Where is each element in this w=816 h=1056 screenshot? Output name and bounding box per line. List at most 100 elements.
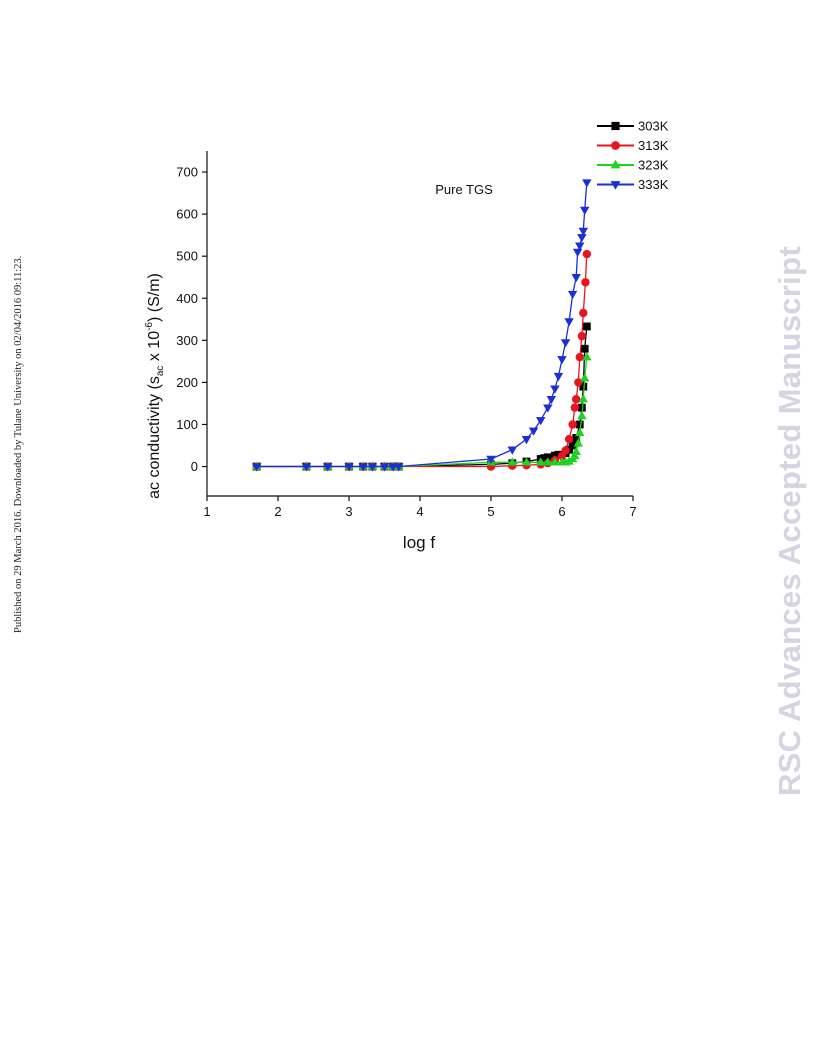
data-point-333K	[553, 372, 564, 382]
publication-side-note: Published on 29 March 2016. Downloaded b…	[13, 255, 24, 633]
axis-ticks: 1 2 3 4 5 6 7 0 100 200 300 400 500 600 700	[176, 165, 636, 519]
data-point-333K	[528, 427, 539, 436]
x-tick-label: 3	[345, 504, 352, 519]
data-point-303K	[580, 344, 589, 353]
x-tick-label: 6	[558, 504, 565, 519]
data-point-333K	[543, 404, 553, 413]
data-point-333K	[575, 242, 585, 251]
data-point-323K	[575, 427, 585, 437]
series-line-333K	[256, 182, 588, 468]
legend-entry-313K: 313K	[597, 138, 669, 153]
data-point-323K	[550, 457, 560, 466]
y-axis-title: ac conductivity (sac x 10-6) (S/m)	[144, 273, 166, 499]
conductivity-chart: 1 2 3 4 5 6 7 0 100 200 300 400 500 600 700 Pure TGS l…	[144, 119, 669, 553]
data-point-333K	[571, 274, 581, 283]
y-tick-label: 500	[176, 249, 198, 264]
x-tick-label: 7	[629, 504, 636, 519]
y-axis-title-sup: -6	[144, 322, 155, 331]
series-line-303K	[256, 326, 588, 468]
x-tick-label: 1	[203, 504, 210, 519]
data-point-323K	[571, 446, 581, 456]
data-point-313K	[564, 435, 574, 444]
plot-area: 1 2 3 4 5 6 7 0 100 200 300 400 500 600 700	[176, 151, 637, 519]
legend-label: 333K	[638, 177, 669, 192]
data-point-323K	[573, 438, 584, 447]
data-point-333K	[560, 339, 571, 348]
data-point-313K	[561, 446, 570, 455]
chart-annotation: Pure TGS	[435, 182, 493, 197]
series-group	[251, 179, 592, 472]
legend-label: 313K	[638, 138, 669, 153]
x-tick-label: 4	[416, 504, 423, 519]
data-point-333K	[379, 463, 390, 472]
x-tick-label: 5	[487, 504, 494, 519]
y-tick-label: 0	[191, 459, 198, 474]
data-point-313K	[572, 395, 581, 404]
y-tick-label: 100	[176, 417, 198, 432]
data-point-333K	[322, 463, 333, 472]
data-point-333K	[557, 356, 567, 365]
data-point-313K	[575, 352, 584, 362]
y-axis-title-mid: x 10	[146, 331, 163, 366]
data-point-323K	[577, 411, 587, 420]
data-point-333K	[572, 248, 583, 257]
data-point-333K	[507, 446, 518, 455]
data-point-313K	[577, 331, 587, 341]
data-point-333K	[344, 463, 354, 472]
data-point-333K	[251, 463, 262, 472]
chart-panel: 1 2 3 4 5 6 7 0 100 200 300 400 500 600 700 Pure TGS l…	[96, 100, 720, 580]
data-point-313K	[568, 420, 577, 429]
data-point-323K	[582, 352, 592, 361]
data-point-333K	[564, 318, 574, 327]
data-point-333K	[358, 463, 368, 472]
y-axis-title-end: ) (S/m)	[146, 273, 163, 322]
y-tick-label: 200	[176, 375, 198, 390]
data-point-333K	[367, 463, 378, 472]
data-point-333K	[521, 436, 532, 445]
data-point-333K	[578, 227, 589, 236]
data-point-333K	[486, 455, 496, 464]
series-313K	[252, 249, 592, 471]
data-point-333K	[580, 206, 590, 215]
series-303K	[252, 322, 591, 471]
legend: 303K 313K 323K 333K	[597, 119, 669, 192]
series-323K	[251, 352, 592, 470]
data-point-323K	[578, 394, 589, 403]
data-point-333K	[535, 417, 546, 426]
data-point-323K	[507, 457, 518, 466]
data-point-333K	[301, 463, 312, 472]
legend-entry-333K: 333K	[597, 177, 669, 192]
legend-marker	[610, 159, 621, 169]
legend-marker	[611, 141, 620, 150]
legend-label: 303K	[638, 119, 669, 134]
data-point-333K	[567, 290, 578, 300]
legend-label: 323K	[638, 158, 669, 173]
y-tick-label: 600	[176, 207, 198, 222]
series-line-323K	[256, 357, 588, 468]
y-axis-title-sub: ac	[155, 366, 166, 377]
data-point-333K	[546, 396, 557, 405]
y-tick-label: 400	[176, 291, 198, 306]
data-point-323K	[535, 457, 546, 466]
data-point-333K	[550, 385, 560, 394]
data-point-313K	[581, 278, 590, 287]
y-tick-label: 700	[176, 165, 198, 180]
legend-marker	[610, 181, 621, 190]
x-axis-title: log f	[403, 533, 435, 552]
data-point-303K	[582, 322, 591, 331]
data-point-333K	[393, 463, 404, 472]
data-point-323K	[570, 451, 580, 460]
data-point-313K	[579, 308, 588, 318]
legend-marker	[611, 121, 620, 131]
data-point-323K	[543, 457, 553, 466]
data-point-313K	[582, 249, 592, 259]
data-point-313K	[574, 378, 583, 387]
y-axis-title-main: ac conductivity (s	[146, 376, 163, 499]
x-tick-label: 2	[274, 504, 281, 519]
data-point-333K	[577, 234, 587, 243]
data-point-303K	[575, 420, 584, 429]
series-333K	[251, 179, 592, 472]
data-point-333K	[388, 463, 398, 472]
data-point-313K	[570, 403, 579, 412]
data-point-323K	[521, 457, 532, 466]
